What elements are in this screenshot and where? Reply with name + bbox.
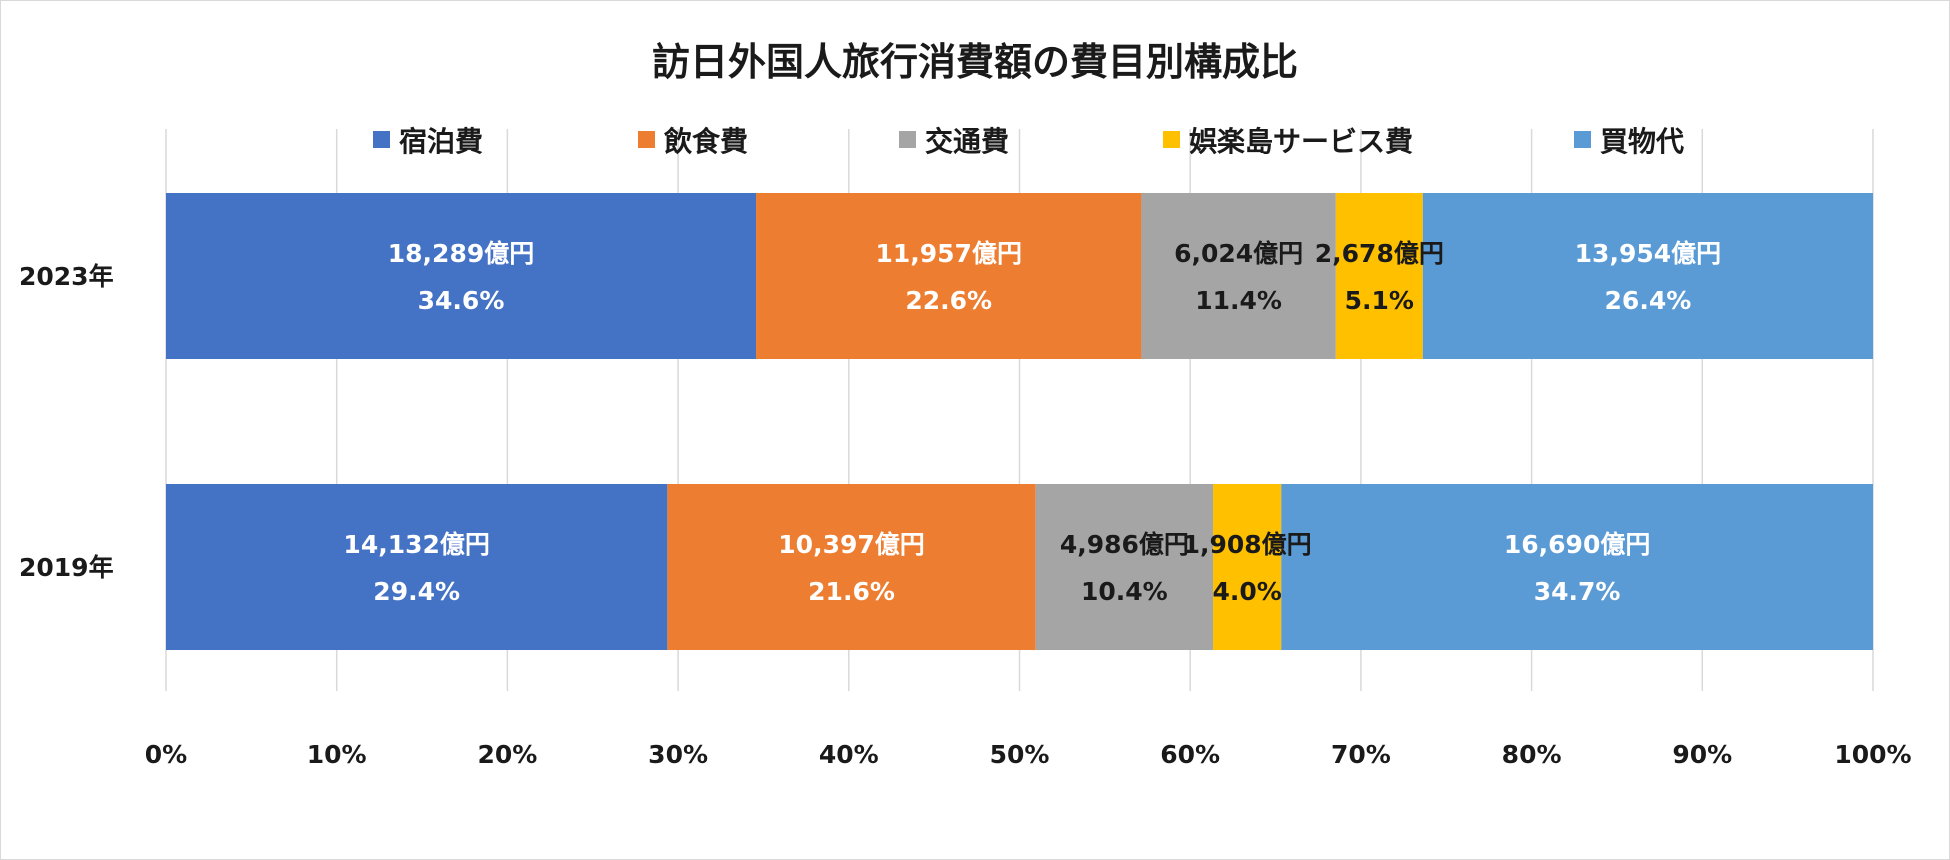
percent-label: 29.4% <box>373 577 460 606</box>
bar-segment <box>1335 193 1423 359</box>
x-tick-label: 30% <box>648 740 708 769</box>
category-label: 2019年 <box>19 553 114 582</box>
category-label: 2023年 <box>19 262 114 291</box>
percent-label: 34.7% <box>1534 577 1621 606</box>
x-tick-label: 100% <box>1834 740 1911 769</box>
bar-segment <box>1035 484 1214 650</box>
bar-segment <box>1141 193 1336 359</box>
legend-item[interactable]: 宿泊費 <box>373 125 483 158</box>
chart-title: 訪日外国人旅行消費額の費目別構成比 <box>652 40 1298 84</box>
percent-label: 22.6% <box>905 286 992 315</box>
x-tick-label: 90% <box>1672 740 1732 769</box>
bar-segment <box>1422 193 1873 359</box>
percent-label: 10.4% <box>1081 577 1168 606</box>
legend-swatch <box>373 131 390 148</box>
x-tick-label: 20% <box>477 740 537 769</box>
percent-label: 26.4% <box>1605 286 1692 315</box>
legend-label: 娯楽島サービス費 <box>1189 125 1413 158</box>
x-tick-label: 70% <box>1331 740 1391 769</box>
legend-item[interactable]: 交通費 <box>899 125 1009 158</box>
value-axis: 0% 10% 20% 30% 40% 50% 60% 70% 80% 90% 100% <box>145 740 1912 769</box>
bar-segment <box>667 484 1036 650</box>
legend-item[interactable]: 飲食費 <box>638 125 748 158</box>
bar-segment <box>1281 484 1873 650</box>
amount-label: 2,678億円 <box>1315 239 1444 268</box>
legend-label: 交通費 <box>925 125 1009 158</box>
x-tick-label: 40% <box>819 740 879 769</box>
percent-label: 11.4% <box>1195 286 1282 315</box>
percent-label: 34.6% <box>418 286 505 315</box>
x-tick-label: 60% <box>1160 740 1220 769</box>
legend-label: 買物代 <box>1600 125 1684 158</box>
percent-label: 21.6% <box>808 577 895 606</box>
legend[interactable]: 宿泊費 飲食費 交通費 娯楽島サービス費 買物代 <box>373 125 1684 158</box>
bar-segment <box>756 193 1142 359</box>
legend-swatch <box>899 131 916 148</box>
legend-item[interactable]: 娯楽島サービス費 <box>1163 125 1413 158</box>
amount-label: 13,954億円 <box>1575 239 1721 268</box>
bar-segment <box>166 484 668 650</box>
legend-label: 飲食費 <box>664 125 748 158</box>
legend-swatch <box>638 131 655 148</box>
legend-swatch <box>1574 131 1591 148</box>
x-tick-label: 50% <box>990 740 1050 769</box>
amount-label: 1,908億円 <box>1183 530 1312 559</box>
amount-label: 10,397億円 <box>778 530 924 559</box>
bar-segment <box>1213 484 1282 650</box>
amount-label: 4,986億円 <box>1060 530 1189 559</box>
amount-label: 16,690億円 <box>1504 530 1650 559</box>
amount-label: 14,132億円 <box>343 530 489 559</box>
category-axis: 2023年 2019年 <box>19 262 114 582</box>
data-labels: 18,289億円 34.6% 11,957億円 22.6% 6,024億円 11.4% 2,… <box>343 239 1721 606</box>
x-tick-label: 80% <box>1502 740 1562 769</box>
x-tick-label: 0% <box>145 740 187 769</box>
x-tick-label: 10% <box>307 740 367 769</box>
bar-segment <box>166 193 757 359</box>
percent-label: 4.0% <box>1212 577 1281 606</box>
legend-label: 宿泊費 <box>399 125 483 158</box>
amount-label: 6,024億円 <box>1174 239 1303 268</box>
legend-item[interactable]: 買物代 <box>1574 125 1684 158</box>
amount-label: 18,289億円 <box>388 239 534 268</box>
legend-swatch <box>1163 131 1180 148</box>
amount-label: 11,957億円 <box>875 239 1021 268</box>
bars <box>166 193 1873 650</box>
percent-label: 5.1% <box>1345 286 1414 315</box>
